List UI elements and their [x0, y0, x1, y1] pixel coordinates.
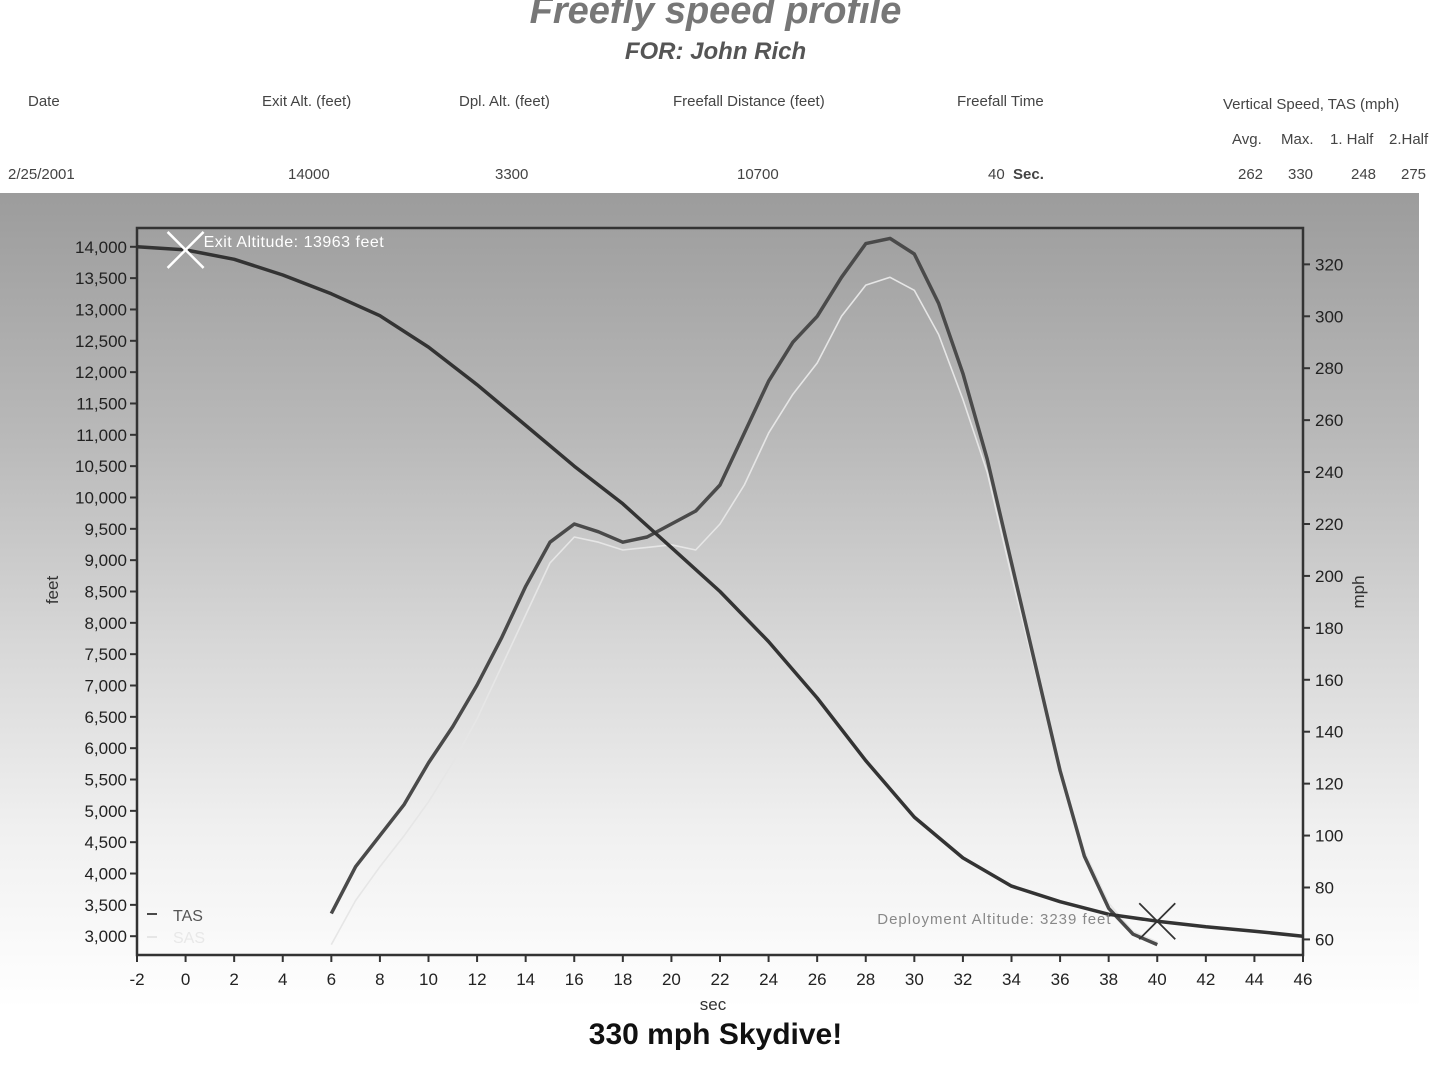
- value-max: 330: [1288, 166, 1314, 183]
- x-tick-label: 4: [278, 970, 287, 989]
- x-tick-label: 26: [808, 970, 827, 989]
- x-tick-label: 20: [662, 970, 681, 989]
- y-left-tick-label: 13,000: [75, 300, 127, 319]
- value-freefall-distance: 10700: [737, 166, 779, 183]
- y-right-tick-label: 140: [1315, 723, 1343, 742]
- y-axis-left-label: feet: [43, 576, 62, 605]
- x-tick-label: 0: [181, 970, 190, 989]
- y-right-tick-label: 120: [1315, 775, 1343, 794]
- subheader-max: Max.: [1281, 131, 1314, 148]
- y-right-tick-label: 260: [1315, 411, 1343, 430]
- chart-subtitle: FOR: John Rich: [624, 38, 807, 65]
- x-tick-label: 14: [516, 970, 535, 989]
- y-right-tick-label: 300: [1315, 307, 1343, 326]
- x-tick-label: 6: [327, 970, 336, 989]
- y-left-tick-label: 12,500: [75, 332, 127, 351]
- series-line-sas: [330, 276, 1158, 945]
- x-tick-label: 12: [468, 970, 487, 989]
- x-tick-label: 44: [1245, 970, 1264, 989]
- chart-background: [0, 193, 1419, 1008]
- y-left-tick-label: 10,500: [75, 457, 127, 476]
- y-left-tick-label: 7,000: [84, 677, 127, 696]
- header-vertical-speed: Vertical Speed, TAS (mph): [1223, 96, 1400, 113]
- x-tick-label: 2: [229, 970, 238, 989]
- y-left-tick-label: 14,000: [75, 238, 127, 257]
- x-tick-label: 34: [1002, 970, 1021, 989]
- series-line-altitude: [136, 245, 1304, 938]
- subheader-avg: Avg.: [1232, 131, 1262, 148]
- y-left-tick-label: 6,000: [84, 739, 127, 758]
- x-tick-label: 18: [613, 970, 632, 989]
- x-tick-label: 38: [1099, 970, 1118, 989]
- value-exit-alt: 14000: [288, 166, 330, 183]
- x-tick-label: 32: [953, 970, 972, 989]
- y-right-tick-label: 100: [1315, 827, 1343, 846]
- y-right-tick-label: 320: [1315, 255, 1343, 274]
- y-left-tick-label: 9,000: [84, 551, 127, 570]
- y-right-tick-label: 60: [1315, 930, 1334, 949]
- y-right-tick-label: 280: [1315, 359, 1343, 378]
- y-left-tick-label: 5,500: [84, 771, 127, 790]
- y-left-tick-label: 9,500: [84, 520, 127, 539]
- x-tick-label: 8: [375, 970, 384, 989]
- y-left-tick-label: 11,000: [76, 426, 127, 445]
- y-axis-right-label: mph: [1349, 575, 1368, 608]
- series-line-tas: [329, 236, 1158, 947]
- value-half2: 275: [1401, 166, 1427, 183]
- y-left-tick-label: 3,000: [84, 927, 127, 946]
- y-left-tick-label: 5,000: [84, 802, 127, 821]
- x-tick-label: -2: [129, 970, 144, 989]
- header-date: Date: [28, 93, 60, 110]
- x-tick-label: 28: [856, 970, 875, 989]
- y-left-tick-label: 4,000: [84, 865, 127, 884]
- exit-altitude-label: Exit Altitude: 13963 feet: [204, 234, 385, 251]
- y-left-tick-label: 6,500: [84, 708, 127, 727]
- value-avg: 262: [1238, 166, 1264, 183]
- y-left-tick-label: 11,500: [76, 394, 127, 413]
- value-date: 2/25/2001: [8, 166, 75, 183]
- y-right-tick-label: 180: [1315, 619, 1343, 638]
- x-tick-label: 16: [565, 970, 584, 989]
- x-axis-label: sec: [700, 995, 727, 1014]
- y-right-tick-label: 240: [1315, 463, 1343, 482]
- x-tick-label: 10: [419, 970, 438, 989]
- x-tick-label: 36: [1051, 970, 1070, 989]
- legend-label-sas: SAS: [173, 930, 205, 947]
- y-left-tick-label: 13,500: [75, 269, 127, 288]
- value-dpl-alt: 3300: [495, 166, 529, 183]
- header-dpl-alt: Dpl. Alt. (feet): [459, 93, 550, 110]
- x-tick-label: 46: [1294, 970, 1313, 989]
- subheader-half1: 1. Half: [1330, 131, 1374, 148]
- exit-marker: [166, 231, 205, 269]
- y-right-tick-label: 80: [1315, 878, 1334, 897]
- y-left-tick-label: 8,000: [84, 614, 127, 633]
- value-freefall-time-unit: Sec.: [1013, 166, 1044, 183]
- y-left-tick-label: 7,500: [84, 645, 127, 664]
- y-left-tick-label: 8,500: [84, 583, 127, 602]
- value-freefall-time: 40: [988, 166, 1005, 183]
- deployment-marker: [1138, 902, 1176, 940]
- x-tick-label: 22: [711, 970, 730, 989]
- y-left-tick-label: 3,500: [84, 896, 127, 915]
- header-exit-alt: Exit Alt. (feet): [262, 93, 352, 110]
- header-freefall-time: Freefall Time: [957, 93, 1044, 110]
- x-tick-label: 40: [1148, 970, 1167, 989]
- chart-title: Freefly speed profile: [529, 0, 902, 32]
- header-freefall-distance: Freefall Distance (feet): [673, 93, 825, 110]
- x-tick-label: 42: [1196, 970, 1215, 989]
- legend-label-tas: TAS: [173, 908, 203, 925]
- y-left-tick-label: 4,500: [84, 833, 127, 852]
- subheader-half2: 2.Half: [1389, 131, 1429, 148]
- y-left-tick-label: 10,000: [75, 488, 127, 507]
- y-left-tick-label: 12,000: [75, 363, 127, 382]
- y-right-tick-label: 160: [1315, 671, 1343, 690]
- y-right-tick-label: 220: [1315, 515, 1343, 534]
- x-tick-label: 30: [905, 970, 924, 989]
- caption: 330 mph Skydive!: [588, 1018, 843, 1051]
- deployment-altitude-label: Deployment Altitude: 3239 feet: [877, 911, 1111, 928]
- value-half1: 248: [1351, 166, 1377, 183]
- y-right-tick-label: 200: [1315, 567, 1343, 586]
- x-tick-label: 24: [759, 970, 778, 989]
